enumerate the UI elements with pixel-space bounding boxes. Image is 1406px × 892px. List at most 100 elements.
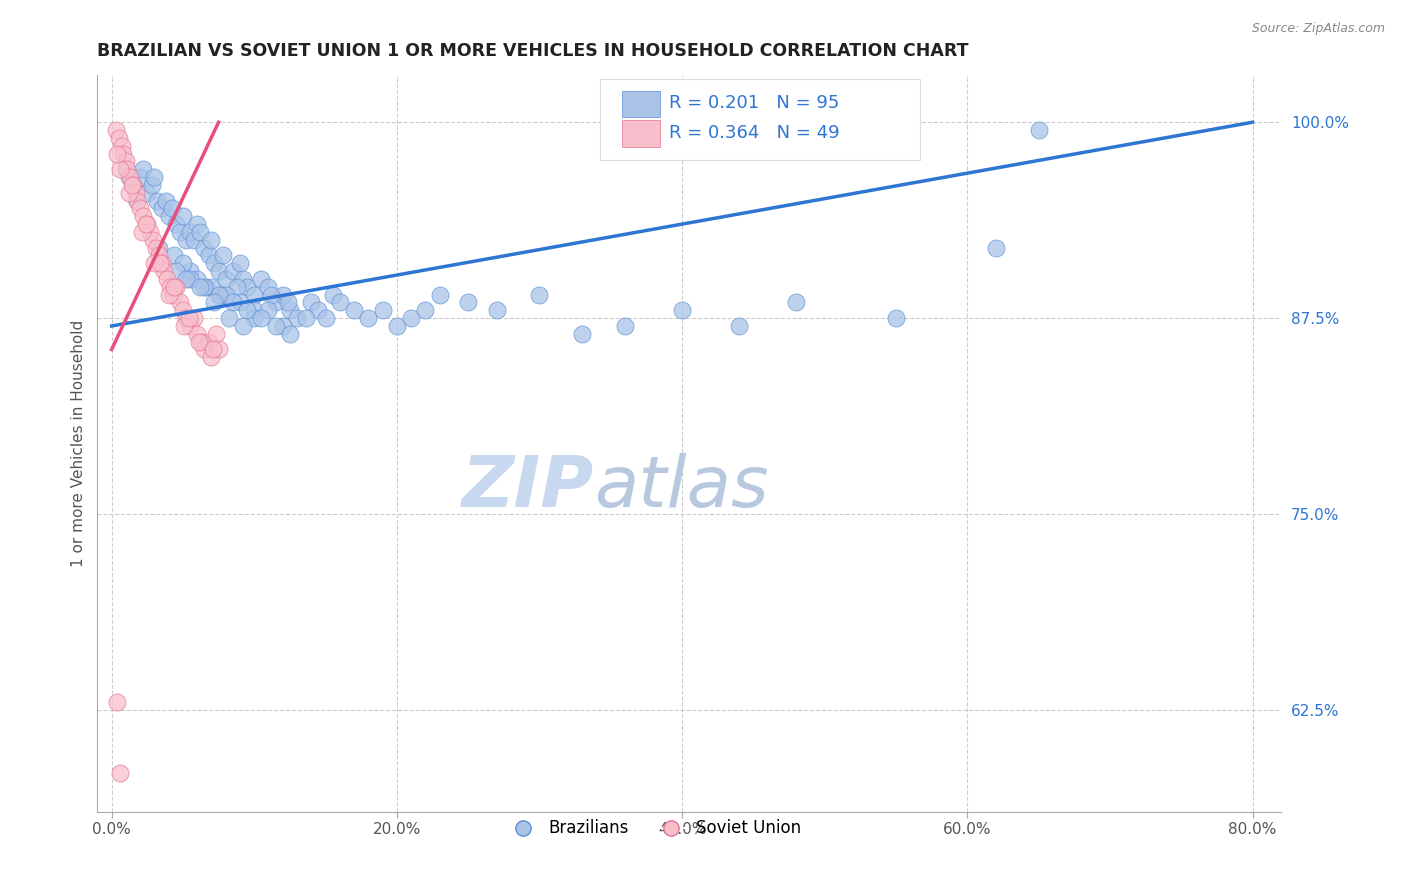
Point [399, 311, 422, 326]
Point [202, 295, 225, 310]
Point [179, 225, 201, 239]
Point [148, 248, 170, 262]
Point [315, 311, 337, 326]
Text: ZIP: ZIP [463, 453, 595, 522]
Point [614, 318, 637, 333]
Point [232, 318, 254, 333]
Point [177, 311, 200, 326]
Point [226, 280, 249, 294]
Point [243, 303, 266, 318]
Text: R = 0.201   N = 95: R = 0.201 N = 95 [669, 95, 839, 112]
Text: atlas: atlas [595, 453, 769, 522]
Point [115, 162, 138, 177]
Point [163, 248, 186, 262]
Point [188, 225, 211, 239]
Point [277, 295, 299, 310]
Point [145, 241, 167, 255]
Point [179, 272, 201, 286]
Point [1028, 123, 1050, 137]
Point [174, 311, 197, 326]
Point [186, 326, 208, 341]
Point [120, 170, 142, 185]
Point [264, 318, 287, 333]
Point [132, 162, 155, 177]
Point [108, 162, 131, 177]
Point [260, 287, 283, 301]
Point [115, 154, 138, 169]
Point [236, 280, 259, 294]
Point [165, 217, 187, 231]
Point [322, 287, 344, 301]
Point [108, 765, 131, 780]
Point [329, 295, 352, 310]
Y-axis label: 1 or more Vehicles in Household: 1 or more Vehicles in Household [72, 320, 86, 567]
Point [142, 233, 165, 247]
Point [127, 194, 149, 208]
Point [357, 311, 380, 326]
Point [107, 131, 129, 145]
Point [264, 295, 287, 310]
Text: Source: ZipAtlas.com: Source: ZipAtlas.com [1251, 22, 1385, 36]
Point [169, 295, 191, 310]
Point [984, 241, 1007, 255]
Point [129, 170, 152, 185]
Point [278, 303, 301, 318]
Point [172, 303, 194, 318]
Point [299, 295, 322, 310]
Legend: Brazilians, Soviet Union: Brazilians, Soviet Union [501, 813, 807, 844]
Point [188, 280, 211, 294]
Point [457, 295, 479, 310]
Point [371, 303, 394, 318]
Point [212, 248, 235, 262]
Point [148, 241, 170, 255]
Point [485, 303, 508, 318]
Point [671, 303, 693, 318]
Point [118, 170, 141, 185]
Point [122, 178, 145, 192]
Point [197, 334, 219, 349]
Point [571, 326, 593, 341]
Point [172, 209, 194, 223]
Point [257, 303, 280, 318]
FancyBboxPatch shape [621, 91, 659, 117]
Point [209, 287, 232, 301]
Point [207, 343, 229, 357]
Point [146, 194, 169, 208]
Point [143, 256, 166, 270]
Point [159, 280, 181, 294]
Point [132, 209, 155, 223]
Point [415, 303, 437, 318]
Text: BRAZILIAN VS SOVIET UNION 1 OR MORE VEHICLES IN HOUSEHOLD CORRELATION CHART: BRAZILIAN VS SOVIET UNION 1 OR MORE VEHI… [97, 42, 969, 60]
Point [229, 256, 252, 270]
Point [229, 295, 252, 310]
Point [105, 695, 128, 709]
Point [222, 295, 245, 310]
Point [163, 280, 186, 294]
Point [165, 264, 187, 278]
Point [118, 186, 141, 200]
Point [117, 162, 139, 177]
Point [186, 217, 208, 231]
Point [104, 123, 127, 137]
Point [141, 178, 163, 192]
Point [250, 272, 273, 286]
Point [122, 178, 145, 192]
Point [201, 343, 224, 357]
Point [153, 264, 176, 278]
Point [271, 287, 294, 301]
Point [186, 272, 208, 286]
Point [200, 233, 222, 247]
Point [343, 303, 366, 318]
Point [285, 311, 308, 326]
Point [136, 217, 159, 231]
FancyBboxPatch shape [621, 120, 659, 146]
Point [294, 311, 316, 326]
Point [218, 311, 240, 326]
Point [187, 334, 209, 349]
Point [200, 351, 222, 365]
Point [162, 287, 184, 301]
Point [207, 264, 229, 278]
Point [193, 241, 215, 255]
Point [149, 256, 172, 270]
Point [207, 287, 229, 301]
